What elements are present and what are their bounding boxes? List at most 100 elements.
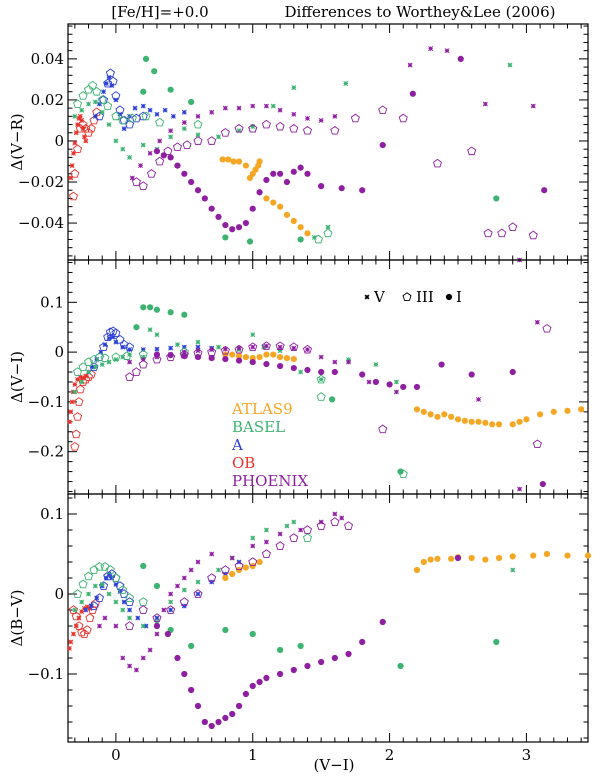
data-point — [97, 623, 102, 629]
data-point — [250, 344, 256, 350]
data-point — [235, 566, 243, 574]
data-point — [89, 565, 99, 574]
data-point — [444, 48, 450, 54]
data-point — [530, 103, 536, 109]
data-point — [207, 136, 217, 145]
data-point — [99, 581, 105, 587]
series-basel-i — [133, 304, 404, 475]
data-point — [318, 183, 325, 190]
data-point — [73, 623, 79, 629]
data-point — [79, 117, 85, 123]
data-point — [122, 351, 132, 360]
data-point — [120, 146, 126, 152]
data-point — [131, 367, 141, 376]
data-point — [92, 583, 98, 589]
data-point — [208, 205, 215, 212]
data-point — [530, 552, 537, 559]
data-point — [270, 103, 276, 109]
data-point — [584, 552, 592, 559]
data-point — [318, 117, 324, 123]
data-point — [195, 348, 201, 354]
data-point — [290, 217, 297, 225]
data-point — [346, 359, 351, 365]
data-point — [81, 123, 91, 133]
data-point — [209, 551, 215, 557]
data-point — [84, 372, 94, 381]
data-point — [311, 234, 317, 240]
series-a-iii — [94, 68, 148, 129]
data-point — [106, 591, 112, 597]
data-point — [77, 374, 83, 380]
data-point — [329, 396, 336, 403]
data-point — [121, 599, 127, 605]
data-point — [248, 557, 258, 566]
data-point — [118, 115, 128, 125]
legend-ob: OB — [232, 454, 255, 472]
data-point — [235, 158, 243, 165]
data-point — [249, 630, 256, 638]
data-point — [125, 342, 135, 351]
dot-icon — [445, 293, 453, 301]
data-point — [413, 383, 421, 391]
data-point — [140, 655, 146, 661]
data-point — [434, 555, 441, 562]
data-point — [277, 203, 284, 210]
data-point — [68, 175, 74, 181]
data-point — [263, 674, 270, 682]
data-point — [113, 138, 119, 144]
data-point — [99, 342, 109, 351]
data-point — [222, 234, 229, 241]
series-a-iii — [89, 569, 135, 610]
data-point — [304, 170, 311, 177]
pentagon-icon — [402, 292, 412, 301]
data-point — [242, 690, 249, 698]
data-point — [208, 354, 215, 362]
data-point — [153, 351, 161, 358]
data-point — [77, 113, 83, 119]
data-point — [155, 156, 165, 166]
data-point — [78, 119, 88, 129]
data-point — [99, 109, 105, 115]
data-point — [75, 377, 81, 382]
data-point — [289, 123, 299, 133]
data-point — [209, 347, 215, 353]
data-point — [457, 55, 464, 62]
data-point — [261, 344, 267, 350]
data-point — [113, 339, 119, 345]
data-point — [493, 195, 500, 202]
data-point — [242, 353, 249, 361]
data-point — [154, 619, 160, 625]
data-point — [454, 416, 462, 423]
data-point — [234, 561, 244, 570]
data-point — [86, 123, 96, 133]
data-point — [248, 342, 258, 351]
data-point — [132, 105, 138, 111]
data-point — [133, 667, 139, 673]
data-point — [207, 573, 217, 582]
data-point — [113, 357, 119, 363]
data-point — [120, 655, 126, 661]
data-point — [140, 623, 146, 629]
data-point — [172, 142, 182, 151]
data-point — [256, 558, 263, 566]
data-point — [222, 574, 229, 582]
data-point — [147, 107, 153, 113]
data-point — [208, 722, 215, 730]
data-point — [155, 117, 165, 127]
data-point — [222, 355, 229, 363]
data-point — [82, 625, 92, 634]
data-point — [105, 68, 115, 78]
data-point — [330, 125, 340, 135]
data-point — [138, 605, 148, 614]
data-point — [131, 177, 141, 186]
data-point — [564, 552, 571, 559]
data-point — [120, 344, 126, 350]
data-point — [407, 62, 413, 68]
data-point — [222, 714, 229, 722]
data-point — [113, 599, 119, 605]
data-point — [297, 236, 304, 243]
data-point — [143, 623, 149, 629]
data-point — [147, 150, 153, 156]
data-point — [313, 234, 323, 244]
data-point — [216, 134, 221, 140]
